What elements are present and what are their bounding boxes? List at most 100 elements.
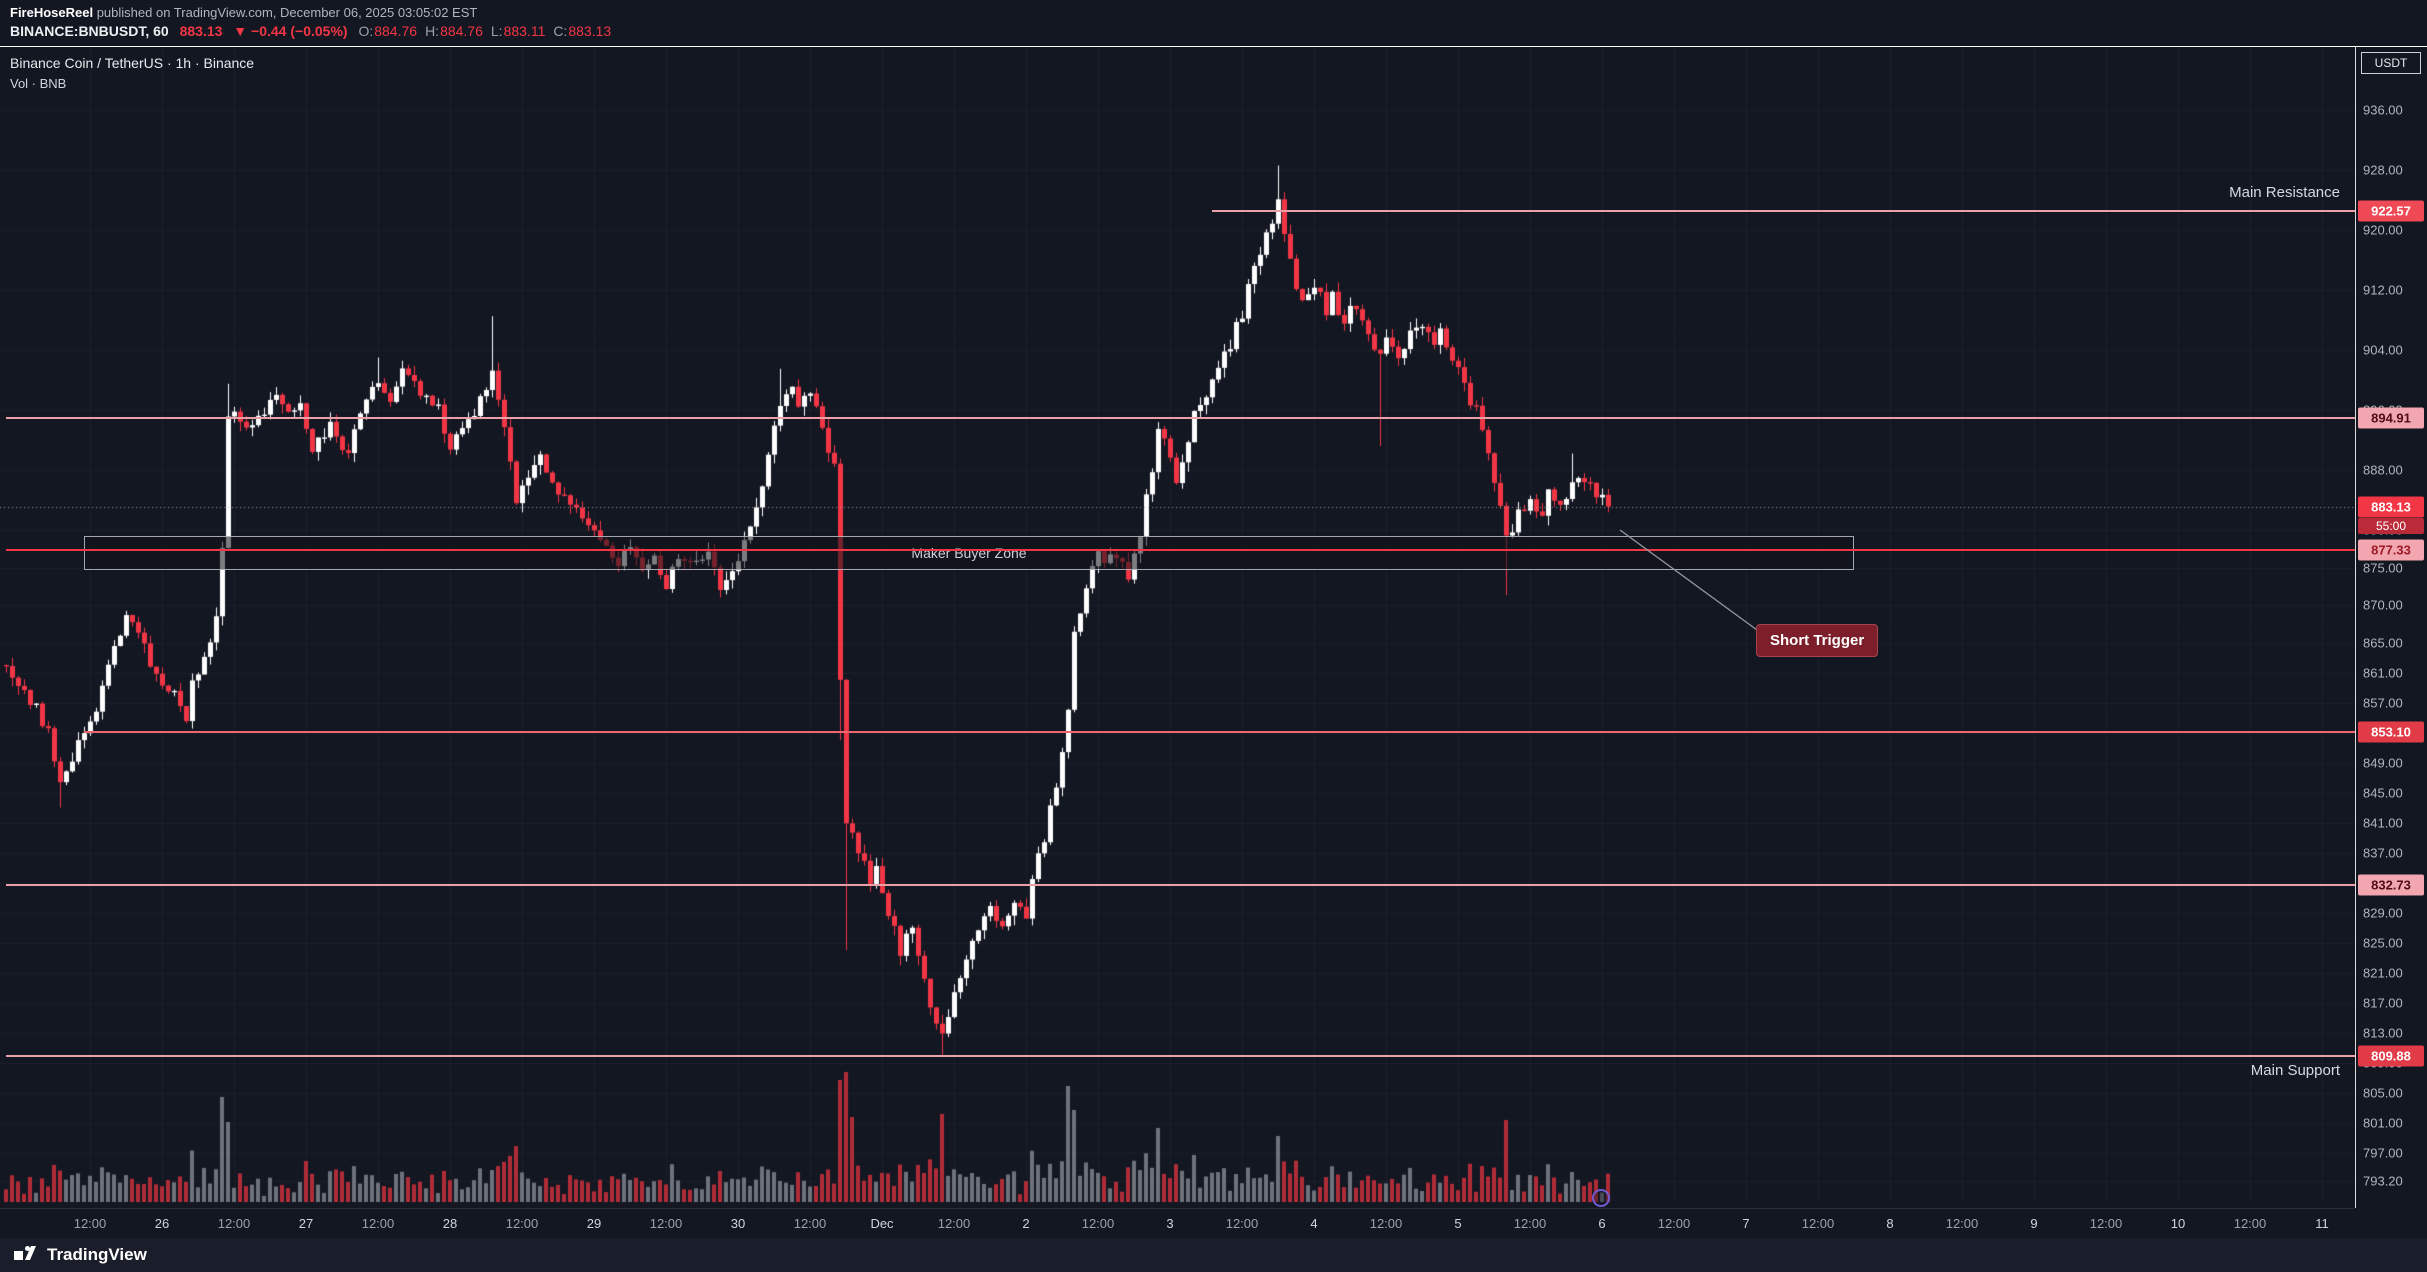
ohlc-value: 883.11 [503, 23, 546, 39]
time-tick-label: 3 [1166, 1216, 1174, 1231]
time-tick-label: 4 [1310, 1216, 1318, 1231]
time-tick-label: 12:00 [1225, 1216, 1259, 1231]
price-tick-label: 912.00 [2363, 282, 2403, 298]
price-tick-label: 857.00 [2363, 695, 2403, 710]
price-tick-label: 861.00 [2363, 665, 2403, 680]
current-price-badge: 883.13 [2358, 496, 2424, 518]
byline: FireHoseReel published on TradingView.co… [10, 5, 2417, 20]
ohlc-value: 884.76 [374, 23, 418, 39]
time-axis[interactable]: 12:00 26 12:00 27 12:00 28 12:00 29 12:00 30 12:00… [0, 1208, 2355, 1238]
ohlc-key: L: [490, 23, 503, 39]
price-axis[interactable]: USDT 936.00928.00920.00912.00904.00896.0… [2356, 47, 2427, 1238]
time-tick-label: 12:00 [361, 1216, 395, 1231]
price-tick-label: 797.00 [2363, 1145, 2403, 1160]
time-tick-label: 26 [154, 1216, 170, 1231]
time-tick-label: 30 [730, 1216, 746, 1231]
byline-text: published on TradingView.com, December 0… [93, 5, 478, 20]
short-trigger-callout[interactable]: Short Trigger [1756, 624, 1879, 657]
price-level-line-877.33[interactable] [6, 549, 2355, 552]
time-tick-label: 12:00 [1513, 1216, 1547, 1231]
price-level-badge-853.10: 853.10 [2358, 721, 2424, 743]
price-level-line-809.88[interactable] [6, 1054, 2355, 1057]
ohlc-key: O: [358, 23, 374, 39]
bar-countdown-badge: 55:00 [2358, 517, 2424, 534]
pane-top-border [0, 46, 2427, 47]
price-level-badge-894.91: 894.91 [2358, 407, 2424, 429]
symbol-name[interactable]: BINANCE:BNBUSDT, 60 [10, 23, 169, 39]
time-tick-label: 9 [2030, 1216, 2038, 1231]
time-tick-label: 12:00 [649, 1216, 683, 1231]
price-tick-label: 829.00 [2363, 905, 2403, 920]
time-tick-label: 11 [2315, 1216, 2329, 1231]
price-tick-label: 805.00 [2363, 1085, 2403, 1100]
time-tick-label: 29 [586, 1216, 602, 1231]
tradingview-wordmark: TradingView [47, 1245, 147, 1264]
price-tick-label: 928.00 [2363, 162, 2403, 178]
axis-separator-line [2355, 47, 2356, 1208]
time-tick-label: 12:00 [2089, 1216, 2123, 1231]
tradingview-logo[interactable]: TradingView [14, 1245, 147, 1265]
time-tick-label: 12:00 [793, 1216, 827, 1231]
price-tick-label: 841.00 [2363, 815, 2403, 830]
price-tick-label: 888.00 [2363, 462, 2403, 478]
snapshot-header: FireHoseReel published on TradingView.co… [0, 0, 2427, 46]
zone-label: Maker Buyer Zone [911, 544, 1027, 561]
ohlc-value: 883.13 [568, 23, 612, 39]
price-tick-label: 825.00 [2363, 935, 2403, 950]
price-tick-label: 920.00 [2363, 222, 2403, 238]
time-tick-label: 7 [1742, 1216, 1750, 1231]
time-tick-label: 10 [2170, 1216, 2186, 1231]
price-tick-label: 813.00 [2363, 1025, 2403, 1040]
time-tick-label: 12:00 [2233, 1216, 2267, 1231]
price-tick-label: 865.00 [2363, 635, 2403, 650]
price-tick-label: 821.00 [2363, 965, 2403, 980]
price-change: ▼ −0.44 (−0.05%) [233, 23, 348, 39]
candles-volume-canvas [0, 47, 2355, 1208]
author-link[interactable]: FireHoseReel [10, 5, 94, 20]
price-tick-label: 849.00 [2363, 755, 2403, 770]
price-level-badge-832.73: 832.73 [2358, 874, 2424, 896]
tradingview-logo-mark [14, 1246, 36, 1260]
price-level-badge-877.33: 877.33 [2358, 539, 2424, 561]
time-tick-label: 12:00 [1801, 1216, 1835, 1231]
price-tick-label: 837.00 [2363, 845, 2403, 860]
main-support-label: Main Support [2250, 1061, 2340, 1079]
price-tick-label: 801.00 [2363, 1115, 2403, 1130]
volume-indicator-label[interactable]: Vol · BNB [10, 76, 67, 91]
time-tick-label: 12:00 [217, 1216, 251, 1231]
symbol-description[interactable]: Binance Coin / TetherUS · 1h · Binance [10, 55, 255, 71]
main-resistance-label: Main Resistance [2229, 183, 2340, 201]
price-level-line-894.91[interactable] [6, 417, 2355, 420]
price-level-line-922.57[interactable] [1212, 209, 2355, 212]
chart-pane[interactable]: Maker Buyer Zone Binance Coin / TetherUS… [0, 47, 2355, 1208]
time-tick-label: 12:00 [1081, 1216, 1115, 1231]
chart-legend: Binance Coin / TetherUS · 1h · Binance V… [10, 55, 254, 91]
price-tick-label: 870.00 [2363, 597, 2403, 613]
price-tick-label: 817.00 [2363, 995, 2403, 1010]
currency-toggle[interactable]: USDT [2361, 52, 2421, 74]
price-level-line-853.10[interactable] [84, 730, 2355, 733]
price-level-badge-922.57: 922.57 [2358, 200, 2424, 222]
ohlc-key: H: [425, 23, 440, 39]
time-tick-label: 12:00 [505, 1216, 539, 1231]
time-tick-label: 12:00 [1945, 1216, 1979, 1231]
event-marker-icon[interactable] [1592, 1189, 1610, 1207]
price-tick-label: 875.00 [2363, 560, 2403, 575]
time-tick-label: 12:00 [1657, 1216, 1691, 1231]
time-tick-label: 12:00 [937, 1216, 971, 1231]
ohlc-key: C: [553, 23, 568, 39]
symbol-info-line: BINANCE:BNBUSDT, 60 883.13 ▼ −0.44 (−0.0… [10, 23, 2417, 39]
time-tick-label: 8 [1886, 1216, 1894, 1231]
time-tick-label: 6 [1598, 1216, 1606, 1231]
price-level-line-832.73[interactable] [6, 883, 2355, 886]
maker-buyer-zone-box[interactable]: Maker Buyer Zone [84, 536, 1854, 570]
price-level-badge-809.88: 809.88 [2358, 1045, 2424, 1067]
price-tick-label: 904.00 [2363, 342, 2403, 358]
time-tick-label: 12:00 [73, 1216, 107, 1231]
price-tick-label: 845.00 [2363, 785, 2403, 800]
time-tick-label: Dec [870, 1216, 894, 1231]
price-tick-label: 793.20 [2363, 1173, 2403, 1189]
time-tick-label: 28 [442, 1216, 458, 1231]
ohlc-value: 884.76 [440, 23, 483, 39]
price-tick-label: 936.00 [2363, 102, 2403, 118]
